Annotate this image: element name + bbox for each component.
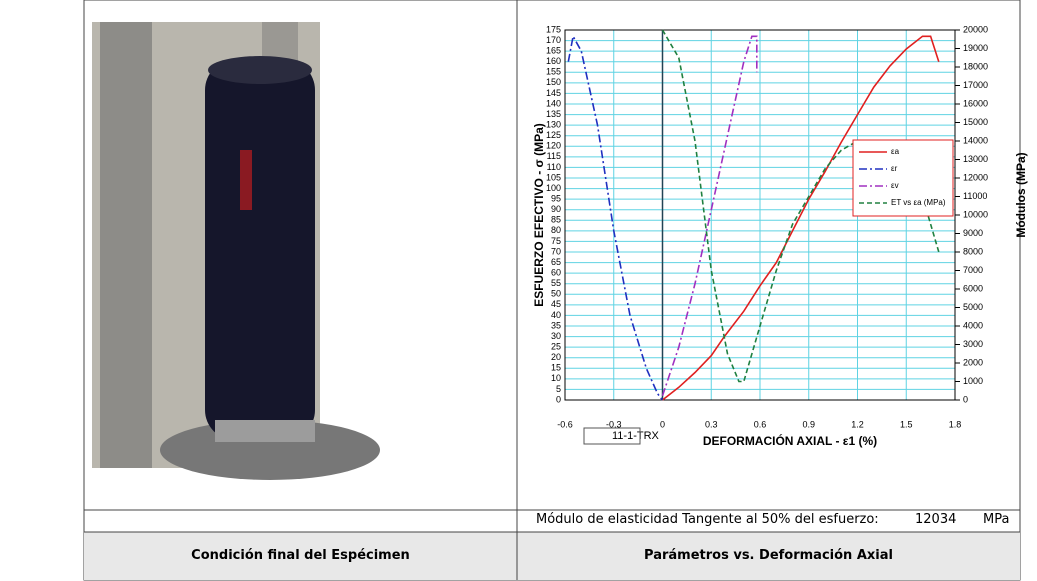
legend-label: εv [891,181,899,190]
y-tick-label: 60 [551,268,561,278]
y-tick-label: 10 [551,373,561,383]
x-tick-label: 1.2 [851,419,864,429]
y-tick-label: 20 [551,352,561,362]
right-header: Parámetros vs. Deformación Axial [644,548,893,563]
x-tick-label: 0.9 [802,419,815,429]
y-tick-label: 0 [556,394,561,404]
y2-tick-label: 1000 [963,376,983,386]
y-tick-label: 130 [546,120,561,130]
y2-tick-label: 5000 [963,302,983,312]
y2-tick-label: 4000 [963,320,983,330]
y-tick-label: 110 [547,162,561,172]
note-unit: MPa [983,512,1010,527]
y-tick-label: 55 [551,278,561,288]
y2-tick-label: 10000 [963,209,988,219]
y2-tick-label: 16000 [963,98,988,108]
y-tick-label: 50 [551,289,561,299]
x-tick-label: 1.8 [949,419,962,429]
legend-label: ET vs εa (MPa) [891,198,946,207]
y-tick-label: 75 [551,236,561,246]
note-label: Módulo de elasticidad Tangente al 50% de… [536,512,879,527]
annotation: 11-1-TRX [612,430,660,442]
x-tick-label: -0.3 [606,419,622,429]
y2-tick-label: 6000 [963,283,983,293]
y-tick-label: 65 [551,257,561,267]
series-line [661,35,758,397]
y-tick-label: 160 [546,56,561,66]
y-tick-label: 140 [546,98,561,108]
y2-tick-label: 13000 [963,154,988,164]
legend-label: εa [891,147,900,156]
y-tick-label: 145 [546,88,561,98]
y-tick-label: 40 [551,310,561,320]
y2-tick-label: 0 [963,394,968,404]
y-tick-label: 100 [546,183,561,193]
x-tick-label: 0 [660,419,665,429]
y2-tick-label: 15000 [963,117,988,127]
plot-frame [564,29,956,401]
y-tick-label: 85 [551,215,561,225]
y-tick-label: 125 [546,130,561,140]
x-tick-label: -0.6 [557,419,573,429]
header-bg [84,532,1020,580]
annotation-box [583,427,641,445]
specimen-photo [92,22,380,480]
y-tick-label: 120 [546,141,561,151]
y-tick-label: 105 [546,172,561,182]
y2-tick-label: 9000 [963,228,983,238]
y-tick-label: 135 [546,109,561,119]
x-tick-label: 1.5 [900,419,913,429]
y2-tick-label: 14000 [963,135,988,145]
y-tick-label: 45 [551,299,561,309]
y-tick-label: 115 [547,151,561,161]
x-tick-label: 0.6 [754,419,767,429]
y2-tick-label: 11000 [963,191,987,201]
y-tick-label: 70 [551,246,561,256]
y-tick-label: 25 [551,342,561,352]
y-tick-label: 30 [551,331,561,341]
y2-tick-label: 17000 [963,80,988,90]
y-tick-label: 155 [546,67,561,77]
series-line [662,35,940,401]
y2-tick-label: 3000 [963,339,983,349]
y-axis-label: ESFUERZO EFECTIVO - σ (MPa) [532,123,546,307]
y-tick-label: 95 [551,194,561,204]
x-tick-label: 0.3 [705,419,718,429]
x-axis-label: DEFORMACIÓN AXIAL - ε1 (%) [703,433,877,448]
y-tick-label: 80 [551,225,561,235]
y2-tick-label: 18000 [963,61,988,71]
y-tick-label: 15 [551,363,561,373]
y-tick-label: 165 [546,46,561,56]
y-tick-label: 150 [546,77,561,87]
y-tick-label: 35 [551,320,561,330]
y2-tick-label: 8000 [963,246,983,256]
y2-axis-label: Módulos (MPa) [1014,152,1028,237]
y2-tick-label: 12000 [963,172,988,182]
y-tick-label: 5 [556,384,561,394]
series-line [567,33,664,401]
legend-label: εr [891,164,898,173]
note-value: 12034 [915,512,957,527]
chart: 0510152025303540455055606570758085909510… [532,24,1028,448]
y-tick-label: 175 [546,24,561,34]
y2-tick-label: 20000 [963,24,988,34]
y2-tick-label: 2000 [963,357,983,367]
y2-tick-label: 19000 [963,43,988,53]
left-header: Condición final del Espécimen [191,548,410,563]
y-tick-label: 170 [546,35,561,45]
y-tick-label: 90 [551,204,561,214]
y2-tick-label: 7000 [963,265,983,275]
